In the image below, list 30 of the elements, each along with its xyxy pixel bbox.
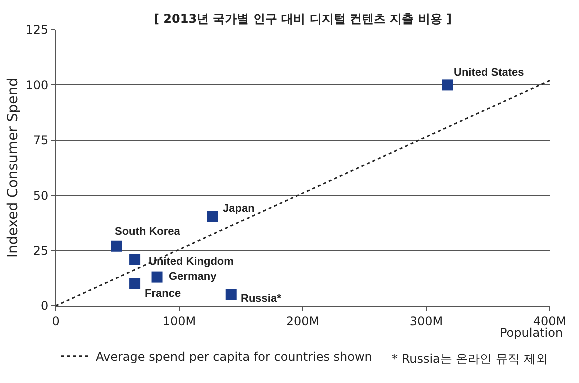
- annotation: South Korea: [115, 226, 182, 238]
- point: [152, 272, 163, 283]
- point: [130, 254, 141, 266]
- chart-title: [ 2013년 국가별 인구 대비 디지털 컨텐츠 지출 비용 ]: [154, 12, 452, 26]
- x-tick-label: 400M: [533, 314, 567, 328]
- x-axis-title: Population: [500, 326, 564, 340]
- x-tick-label: 100M: [162, 314, 196, 328]
- legend-label: Average spend per capita for countries shown: [96, 350, 372, 364]
- y-tick-label: 0: [40, 299, 49, 314]
- annotation: France: [145, 288, 182, 300]
- annotation: Germany: [169, 271, 218, 283]
- y-tick-label: 125: [26, 23, 49, 38]
- point: [226, 289, 237, 300]
- annotation: Japan: [223, 203, 256, 215]
- annotation: Russia*: [241, 293, 282, 305]
- annotation: United States: [454, 67, 524, 79]
- x-tick-label: 200M: [286, 314, 320, 328]
- y-tick-label: 50: [33, 188, 49, 203]
- y-tick-label: 100: [26, 78, 49, 92]
- text: * Russia는 온라인 뮤직 제외: [392, 352, 548, 366]
- y-tick-label: 25: [33, 244, 49, 258]
- point: [442, 80, 453, 91]
- point: [130, 278, 141, 290]
- y-axis-title: Indexed Consumer Spend: [5, 78, 22, 258]
- annotation: United Kingdom: [149, 256, 234, 268]
- point: [207, 211, 218, 222]
- y-tick-label: 75: [33, 134, 49, 148]
- point: [111, 240, 122, 252]
- x-tick-label: 300M: [410, 314, 444, 328]
- x-tick-label: 0: [52, 314, 60, 328]
